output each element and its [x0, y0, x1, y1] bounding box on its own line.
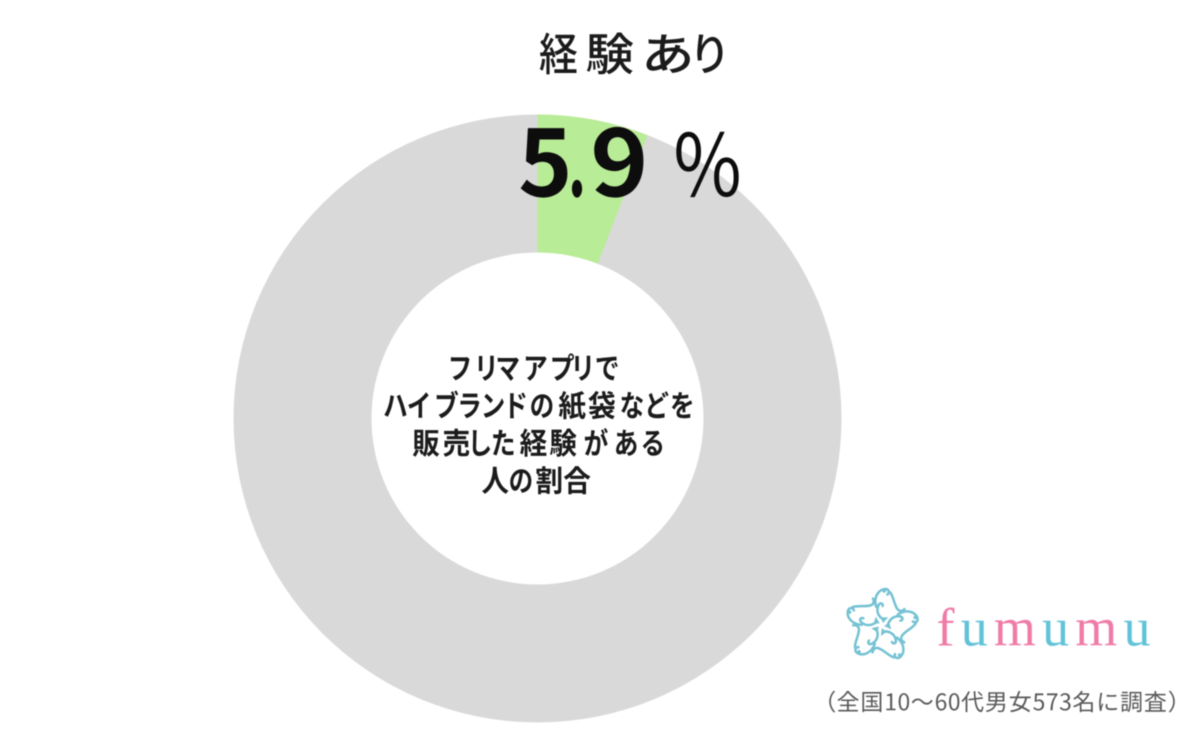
svg-text:fumumu: fumumu	[937, 598, 1157, 658]
